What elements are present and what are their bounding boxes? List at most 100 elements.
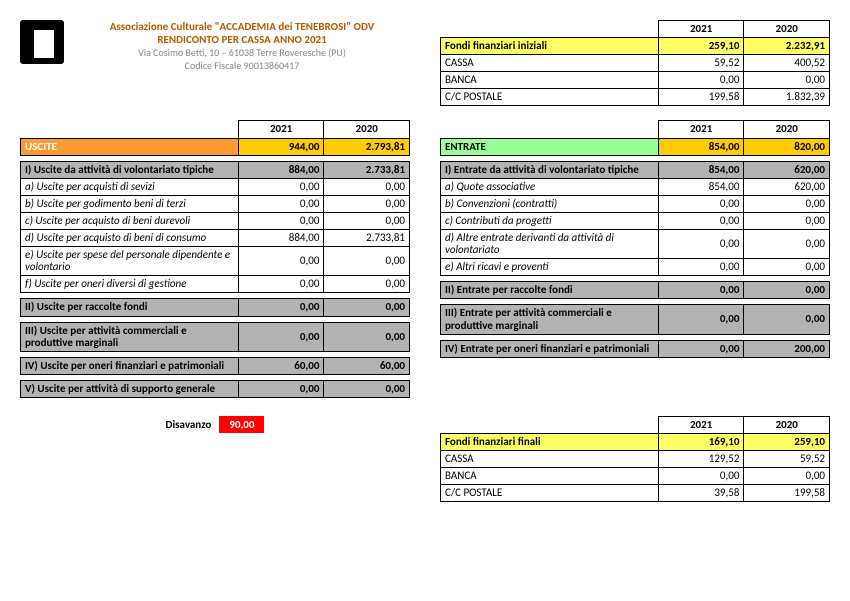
row-label: c) Uscite per acquisto di beni durevoli [21,212,239,229]
section-val: 0,00 [744,282,830,299]
section-val: 0,00 [238,299,324,316]
row-val: 0,00 [238,247,324,276]
row-val: 199,58 [658,89,744,106]
top-row: Associazione Culturale "ACCADEMIA dei TE… [20,20,830,106]
fondi-finali-table: 2021 2020 Fondi finanziari finali 169,10… [440,416,830,502]
year-2021: 2021 [658,416,744,433]
fondi-finali-block: 2021 2020 Fondi finanziari finali 169,10… [440,416,830,502]
section-val: 0,00 [324,299,410,316]
section-row: III) Uscite per attività commerciali e p… [21,322,410,351]
table-row: a) Uscite per acquisti di sevizi0,000,00 [21,178,410,195]
year-2021: 2021 [238,121,324,138]
row-label: c) Contributi da progetti [441,212,659,229]
row-val: 39,58 [658,485,744,502]
section-label: V) Uscite per attività di supporto gener… [21,380,239,397]
row-val: 0,00 [744,195,830,212]
uscite-table: 2021 2020 USCITE 944,00 2.793,81 I) Usci… [20,120,410,397]
table-row: BANCA 0,00 0,00 [441,72,830,89]
year-2020: 2020 [744,121,830,138]
row-val: 0,00 [324,195,410,212]
section-val: 60,00 [324,357,410,374]
section-val: 200,00 [744,340,830,357]
uscite-tot-2020: 2.793,81 [324,138,410,155]
table-row: CASSA 59,52 400,52 [441,55,830,72]
year-2020: 2020 [744,21,830,38]
table-row: BANCA0,000,00 [441,468,830,485]
table-row: CASSA129,5259,52 [441,451,830,468]
table-row: C/C POSTALE 199,58 1.832,39 [441,89,830,106]
row-label: BANCA [441,468,659,485]
row-val: 0,00 [744,72,830,89]
row-val: 0,00 [658,72,744,89]
row-val: 0,00 [658,259,744,276]
row-val: 1.832,39 [744,89,830,106]
uscite-title: USCITE [21,138,239,155]
row-label: BANCA [441,72,659,89]
section-label: I) Entrate da attività di volontariato t… [441,161,659,178]
row-label: f) Uscite per oneri diversi di gestione [21,276,239,293]
table-row: e) Uscite per spese del personale dipend… [21,247,410,276]
disavanzo-block: Disavanzo 90,00 [20,416,410,433]
table-row: C/C POSTALE39,58199,58 [441,485,830,502]
fiscal-code: Codice Fiscale 90013860417 [74,59,410,72]
row-val: 0,00 [658,230,744,259]
table-row: b) Convenzioni (contratti)0,000,00 [441,195,830,212]
fondi-finali-title: Fondi finanziari finali [441,433,659,450]
table-row: e) Altri ricavi e proventi0,000,00 [441,259,830,276]
section-label: III) Uscite per attività commerciali e p… [21,322,239,351]
section-val: 0,00 [744,305,830,334]
section-val: 2.733,81 [324,161,410,178]
row-val: 0,00 [744,468,830,485]
table-row: c) Contributi da progetti0,000,00 [441,212,830,229]
row-val: 0,00 [658,468,744,485]
row-label: C/C POSTALE [441,485,659,502]
row-val: 0,00 [238,276,324,293]
bottom-row: Disavanzo 90,00 2021 2020 Fondi finanzia… [20,416,830,502]
table-row: d) Altre entrate derivanti da attività d… [441,230,830,259]
section-label: III) Entrate per attività commerciali e … [441,305,659,334]
row-label: CASSA [441,55,659,72]
row-label: d) Altre entrate derivanti da attività d… [441,230,659,259]
section-label: IV) Entrate per oneri finanziari e patri… [441,340,659,357]
fondi-finali-2020: 259,10 [744,433,830,450]
entrate-table: 2021 2020 ENTRATE 854,00 820,00 I) Entra… [440,120,830,357]
logo-icon [20,20,64,64]
section-val: 0,00 [658,305,744,334]
section-row: I) Uscite da attività di volontariato ti… [21,161,410,178]
row-val: 0,00 [238,212,324,229]
section-val: 0,00 [658,340,744,357]
logo-block: Associazione Culturale "ACCADEMIA dei TE… [20,20,410,72]
fondi-iniziali-2021: 259,10 [658,38,744,55]
year-2020: 2020 [744,416,830,433]
row-label: b) Uscite per godimento beni di terzi [21,195,239,212]
year-2021: 2021 [658,121,744,138]
section-label: II) Uscite per raccolte fondi [21,299,239,316]
table-row: f) Uscite per oneri diversi di gestione0… [21,276,410,293]
fondi-iniziali-block: 2021 2020 Fondi finanziari iniziali 259,… [440,20,830,106]
row-val: 129,52 [658,451,744,468]
section-row: IV) Entrate per oneri finanziari e patri… [441,340,830,357]
row-val: 400,52 [744,55,830,72]
row-val: 0,00 [324,212,410,229]
year-2021: 2021 [658,21,744,38]
section-val: 60,00 [238,357,324,374]
address: Via Cosimo Betti, 10 – 61038 Terre Rover… [74,46,410,59]
row-val: 0,00 [744,259,830,276]
entrate-col: 2021 2020 ENTRATE 854,00 820,00 I) Entra… [440,120,830,357]
section-row: II) Entrate per raccolte fondi0,000,00 [441,282,830,299]
row-val: 0,00 [658,212,744,229]
table-row: a) Quote associative854,00620,00 [441,178,830,195]
table-row: b) Uscite per godimento beni di terzi 0,0… [21,195,410,212]
section-row: V) Uscite per attività di supporto gener… [21,380,410,397]
entrate-title: ENTRATE [441,138,659,155]
row-label: e) Uscite per spese del personale dipend… [21,247,239,276]
row-val: 199,58 [744,485,830,502]
mid-row: 2021 2020 USCITE 944,00 2.793,81 I) Usci… [20,120,830,397]
row-val: 0,00 [324,276,410,293]
uscite-col: 2021 2020 USCITE 944,00 2.793,81 I) Usci… [20,120,410,397]
section-val: 0,00 [324,380,410,397]
row-val: 0,00 [324,178,410,195]
section-row: IV) Uscite per oneri finanziari e patrim… [21,357,410,374]
row-label: e) Altri ricavi e proventi [441,259,659,276]
fondi-iniziali-2020: 2.232,91 [744,38,830,55]
